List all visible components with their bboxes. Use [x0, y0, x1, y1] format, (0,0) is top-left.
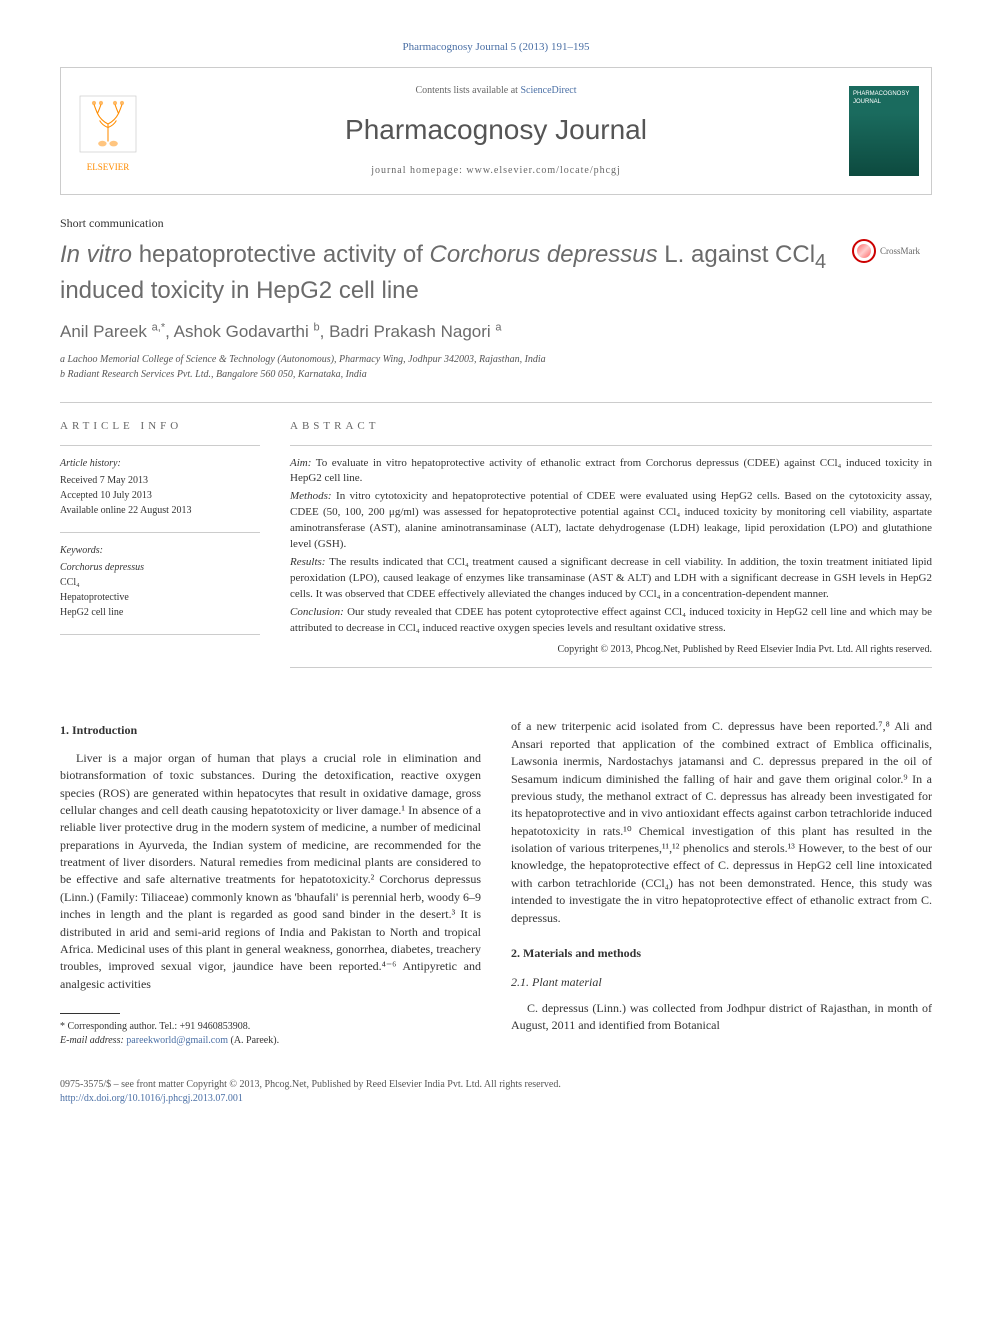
title-italic-1: In vitro	[60, 241, 132, 268]
section-2-heading: 2. Materials and methods	[511, 945, 932, 962]
abstract-divider	[290, 445, 932, 446]
keyword-2: Hepatoprotective	[60, 590, 260, 605]
divider	[60, 402, 932, 403]
journal-header: ELSEVIER Contents lists available at Sci…	[60, 67, 932, 194]
homepage-url[interactable]: www.elsevier.com/locate/phcgj	[466, 165, 620, 176]
article-info-heading: ARTICLE INFO	[60, 419, 260, 434]
email-link[interactable]: pareekworld@gmail.com	[126, 1035, 228, 1046]
authors-list: Anil Pareek a,*, Ashok Godavarthi b, Bad…	[60, 320, 932, 344]
contents-prefix: Contents lists available at	[415, 85, 520, 96]
title-text-1: hepatoprotective activity of	[132, 241, 430, 268]
keyword-0: Corchorus depressus	[60, 560, 260, 575]
abstract-column: ABSTRACT Aim: To evaluate in vitro hepat…	[290, 419, 932, 678]
aim-text: To evaluate in vitro hepatoprotective ac…	[290, 457, 932, 485]
article-type: Short communication	[60, 215, 932, 232]
page-footer: 0975-3575/$ – see front matter Copyright…	[60, 1078, 932, 1106]
aim-label: Aim:	[290, 457, 311, 469]
footnotes: * Corresponding author. Tel.: +91 946085…	[60, 1020, 481, 1048]
crossmark-icon	[852, 239, 876, 263]
email-name: (A. Pareek).	[228, 1035, 279, 1046]
footnote-divider	[60, 1013, 120, 1014]
section-2-1-heading: 2.1. Plant material	[511, 974, 932, 991]
info-divider	[60, 445, 260, 446]
issn-copyright: 0975-3575/$ – see front matter Copyright…	[60, 1078, 932, 1092]
affiliations: a Lachoo Memorial College of Science & T…	[60, 352, 932, 382]
abstract-divider-bottom	[290, 667, 932, 668]
intro-para-2: of a new triterpenic acid isolated from …	[511, 718, 932, 927]
keyword-1: CCl₄	[60, 575, 260, 590]
results-text: The results indicated that CCl₄ treatmen…	[290, 556, 932, 600]
cover-label: PHARMACOGNOSY JOURNAL	[849, 86, 919, 111]
plant-material-para: C. depressus (Linn.) was collected from …	[511, 1000, 932, 1035]
email-label: E-mail address:	[60, 1035, 126, 1046]
section-1-heading: 1. Introduction	[60, 722, 481, 739]
info-divider	[60, 532, 260, 533]
conclusion-label: Conclusion:	[290, 606, 344, 618]
title-text-3: induced toxicity in HepG2 cell line	[60, 277, 419, 304]
elsevier-tree-icon	[73, 89, 143, 159]
abstract-heading: ABSTRACT	[290, 419, 932, 434]
crossmark-label: CrossMark	[880, 245, 920, 258]
sciencedirect-link[interactable]: ScienceDirect	[520, 85, 576, 96]
title-text-2: L. against CCl	[658, 241, 815, 268]
article-body: 1. Introduction Liver is a major organ o…	[60, 718, 932, 1048]
received-date: Received 7 May 2013	[60, 473, 260, 488]
keyword-3: HepG2 cell line	[60, 605, 260, 620]
article-info-column: ARTICLE INFO Article history: Received 7…	[60, 419, 260, 678]
citation-line: Pharmacognosy Journal 5 (2013) 191–195	[60, 40, 932, 55]
intro-para-1: Liver is a major organ of human that pla…	[60, 750, 481, 993]
keywords-label: Keywords:	[60, 543, 260, 558]
methods-text: In vitro cytotoxicity and hepatoprotecti…	[290, 490, 932, 550]
history-label: Article history:	[60, 456, 260, 471]
online-date: Available online 22 August 2013	[60, 503, 260, 518]
info-divider	[60, 634, 260, 635]
title-subscript: 4	[815, 251, 826, 273]
journal-name: Pharmacognosy Journal	[143, 110, 849, 149]
publisher-name: ELSEVIER	[73, 161, 143, 174]
abstract-copyright: Copyright © 2013, Phcog.Net, Published b…	[290, 643, 932, 658]
contents-available: Contents lists available at ScienceDirec…	[143, 84, 849, 98]
article-title: In vitro hepatoprotective activity of Co…	[60, 239, 842, 306]
affiliation-a: a Lachoo Memorial College of Science & T…	[60, 352, 932, 367]
journal-cover-thumbnail: PHARMACOGNOSY JOURNAL	[849, 86, 919, 176]
homepage-label: journal homepage:	[371, 165, 466, 176]
corresponding-author: * Corresponding author. Tel.: +91 946085…	[60, 1020, 481, 1034]
methods-label: Methods:	[290, 490, 332, 502]
conclusion-text: Our study revealed that CDEE has potent …	[290, 606, 932, 634]
title-species: Corchorus depressus	[430, 241, 658, 268]
results-label: Results:	[290, 556, 325, 568]
accepted-date: Accepted 10 July 2013	[60, 488, 260, 503]
publisher-block: ELSEVIER	[73, 89, 143, 174]
crossmark-badge[interactable]: CrossMark	[852, 239, 932, 263]
affiliation-b: b Radiant Research Services Pvt. Ltd., B…	[60, 367, 932, 382]
journal-homepage: journal homepage: www.elsevier.com/locat…	[143, 164, 849, 178]
doi-link[interactable]: http://dx.doi.org/10.1016/j.phcgj.2013.0…	[60, 1093, 243, 1104]
